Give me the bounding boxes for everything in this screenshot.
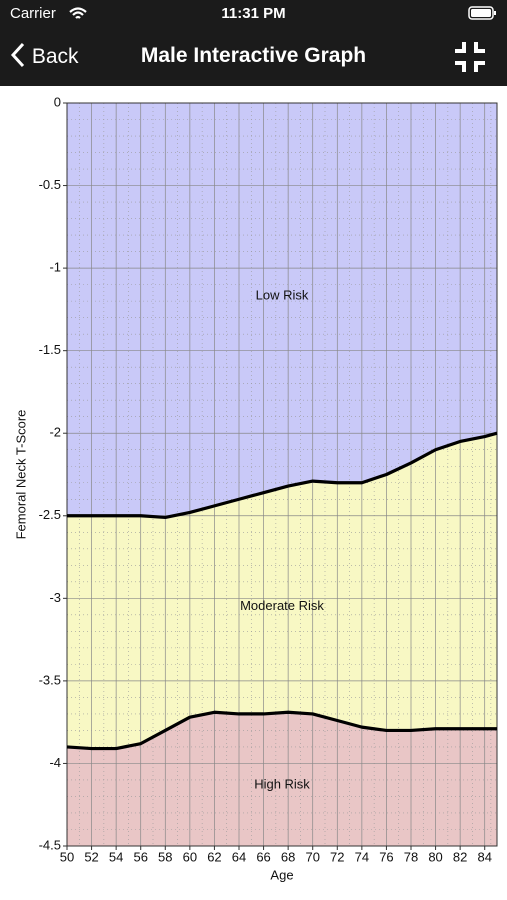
wifi-icon — [69, 7, 87, 19]
x-tick-label: 60 — [183, 849, 197, 864]
x-tick-label: 58 — [158, 849, 172, 864]
back-button[interactable]: Back — [10, 42, 79, 69]
chart: Low Risk Moderate Risk High Risk 50 52 54 56 58… — [13, 94, 498, 882]
zone-label: Low Risk — [256, 288, 309, 303]
y-axis-label: Femoral Neck T-Score — [13, 410, 28, 540]
x-tick-label: 68 — [281, 849, 295, 864]
x-tick-label: 54 — [109, 849, 123, 864]
x-tick-label: 56 — [133, 849, 147, 864]
back-chevron — [10, 42, 25, 68]
x-tick-label: 50 — [60, 849, 74, 864]
x-tick-label: 64 — [232, 849, 246, 864]
y-tick-label: -1.5 — [39, 342, 61, 357]
y-tick-label: -2.5 — [39, 507, 61, 522]
carrier: Carrier — [10, 5, 56, 22]
x-tick-label: 66 — [256, 849, 270, 864]
zone-fill — [67, 433, 497, 749]
y-tick-label: 0 — [54, 94, 61, 109]
boundary-line — [66, 710, 497, 751]
x-tick-label: 82 — [453, 849, 467, 864]
x-tick-label: 80 — [428, 849, 442, 864]
zone-label: High Risk — [254, 776, 310, 791]
zone-label: Moderate Risk — [240, 598, 324, 613]
collapse-button[interactable] — [453, 40, 487, 74]
x-tick-label: 52 — [84, 849, 98, 864]
y-tick-label: -0.5 — [39, 177, 61, 192]
y-tick-label: -1 — [49, 260, 61, 275]
x-tick-label: 72 — [330, 849, 344, 864]
boundary-line — [67, 431, 498, 520]
battery-icon — [468, 6, 496, 20]
y-tick-label: -4.5 — [39, 837, 61, 852]
y-tick-label: -3 — [49, 590, 61, 605]
zone-fill — [67, 712, 497, 846]
x-tick-label: 76 — [379, 849, 393, 864]
nav-title: Male Interactive Graph — [140, 44, 367, 67]
x-tick-label: 78 — [404, 849, 418, 864]
clock: 11:31 PM — [221, 5, 286, 22]
x-tick-label: 70 — [305, 849, 319, 864]
x-axis-label: Age — [270, 867, 293, 882]
plot-frame — [66, 102, 498, 847]
header: Carrier 11:31 PM Back Male Interactive G… — [0, 0, 507, 86]
x-tick-label: 74 — [355, 849, 369, 864]
y-tick-label: -2 — [49, 425, 61, 440]
back-label: Back — [31, 45, 79, 68]
y-tick-label: -4 — [49, 755, 61, 770]
y-tick-label: -3.5 — [39, 672, 61, 687]
zone-fill — [67, 103, 497, 518]
x-tick-label: 62 — [207, 849, 221, 864]
x-tick-label: 84 — [477, 849, 491, 864]
